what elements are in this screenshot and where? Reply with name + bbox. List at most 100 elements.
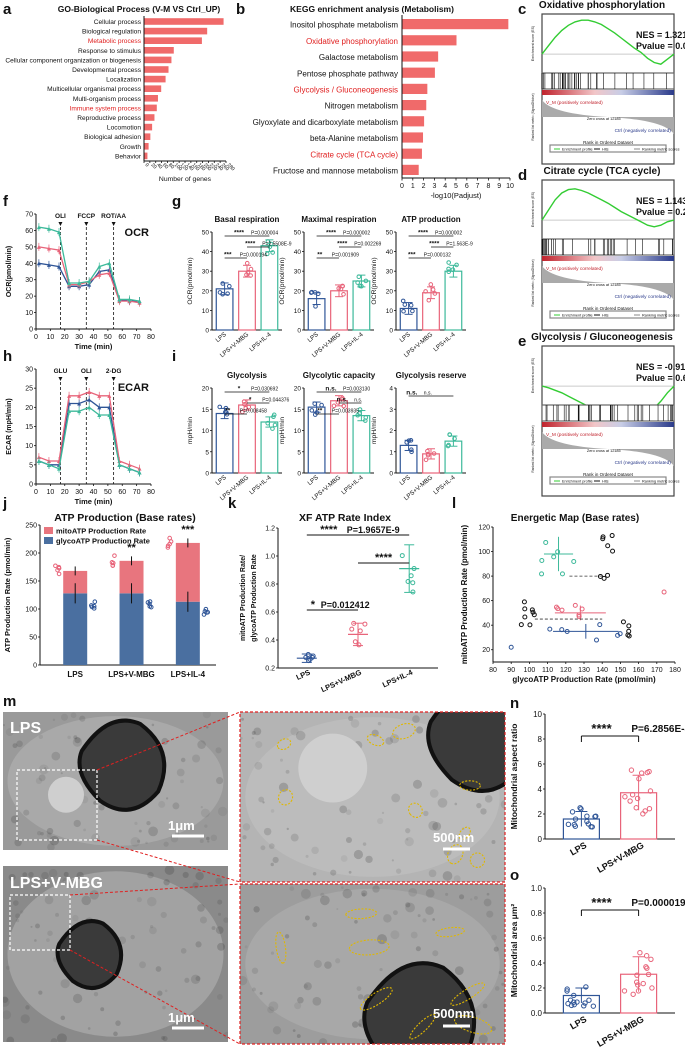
category-label: Biological adhesion (84, 134, 141, 141)
organelle (163, 879, 170, 886)
organelle (259, 991, 263, 995)
scale-bar-label: 500nm (433, 830, 474, 845)
data-point (576, 614, 582, 620)
legend-entry: Ranking metric scores (642, 480, 680, 484)
data-point (539, 558, 545, 564)
data-point (340, 283, 345, 289)
tick-label: 200 (25, 551, 37, 558)
mitochondrion-outline (446, 844, 464, 865)
legend-entry: Ranking metric scores (642, 314, 680, 318)
organelle (210, 834, 218, 842)
tick-label: 0.0 (531, 1009, 543, 1018)
data-point (147, 599, 153, 604)
tick-label: 1.2 (265, 526, 275, 533)
organelle (192, 882, 199, 889)
scale-bar-label: 500nm (433, 1006, 474, 1021)
organelle (240, 976, 248, 986)
organelle (98, 804, 105, 811)
mitochondrion-outline (277, 789, 294, 806)
organelle (415, 726, 424, 734)
organelle (3, 996, 9, 1003)
legend-entry: Enrichment profile (562, 480, 593, 484)
organelle (35, 923, 40, 929)
organelle (270, 951, 275, 955)
organelle (254, 761, 263, 770)
y-axis-label: ATP Production Rate (pmol/min) (3, 537, 12, 652)
legend-entry: mitoATP Production Rate (56, 527, 146, 536)
data-point (341, 403, 346, 409)
organelle (10, 815, 19, 824)
organelle (172, 802, 180, 810)
data-point (627, 798, 633, 804)
organelle (285, 769, 290, 774)
organelle (486, 910, 494, 918)
x-axis-label: Time (min) (75, 342, 113, 351)
data-point (571, 999, 577, 1005)
bar (144, 66, 169, 73)
tick-label: 20 (294, 386, 302, 393)
organelle (428, 820, 439, 831)
organelle (149, 925, 154, 929)
organelle (217, 899, 223, 905)
organelle (60, 979, 70, 989)
organelle (215, 877, 222, 885)
data-point (645, 971, 652, 978)
organelle (500, 800, 505, 809)
y-axis-label: mpH/min (371, 417, 378, 444)
tick-label: 7 (476, 183, 480, 190)
category-label: LPS+IL-4 (248, 331, 273, 353)
data-point (264, 251, 270, 257)
category-label: LPS+IL-4 (432, 331, 457, 353)
data-point (357, 283, 363, 289)
vacuole (48, 776, 84, 813)
tick-label: 1.0 (531, 884, 543, 893)
data-point (555, 549, 561, 555)
significance-stars: *** (408, 252, 416, 259)
chart-title: Oxidative phosphorylation (539, 0, 665, 11)
organelle (365, 855, 373, 864)
data-point (592, 813, 598, 820)
data-point (117, 462, 122, 467)
legend-entry: glycoATP Production Rate (56, 537, 150, 546)
organelle (28, 871, 34, 878)
data-point (107, 261, 112, 266)
organelle (289, 886, 295, 891)
data-point (303, 654, 309, 660)
organelle (428, 869, 437, 878)
organelle (348, 870, 352, 874)
tick-label: 40 (25, 261, 33, 268)
tick-label: 180 (669, 667, 681, 674)
data-point (578, 806, 584, 812)
data-point (583, 984, 589, 990)
panel-letter-j: j (2, 495, 7, 512)
significance-stars: ** (225, 408, 231, 415)
panel-letter-n: n (510, 695, 519, 712)
injection-label: OLI (55, 213, 66, 220)
organelle (65, 877, 75, 888)
organelle (425, 906, 434, 915)
organelle (72, 993, 83, 1004)
data-point (340, 395, 345, 401)
data-point (112, 553, 117, 558)
organelle (459, 894, 465, 900)
neg-label: Ctrl (negatively correlated) (615, 128, 672, 134)
category-label: LPS+V-MBG (595, 840, 645, 875)
tick-label: 2 (538, 810, 543, 819)
data-point (363, 415, 369, 420)
category-label: Glyoxylate and dicarboxylate metabolism (253, 118, 399, 127)
tick-label: 1 (411, 183, 415, 190)
category-label: Cellular component organization or bioge… (5, 57, 141, 64)
bar (144, 143, 149, 150)
organelle (19, 724, 24, 728)
tick-label: 4 (389, 386, 393, 393)
legend-swatch (44, 537, 53, 544)
organelle (162, 1036, 168, 1042)
organelle (76, 871, 84, 880)
mitochondrion-outline (392, 723, 416, 740)
data-point (97, 393, 102, 398)
significance-stars: **** (375, 552, 393, 564)
data-point (408, 302, 414, 308)
organelle (491, 934, 497, 941)
organelle (348, 715, 354, 721)
